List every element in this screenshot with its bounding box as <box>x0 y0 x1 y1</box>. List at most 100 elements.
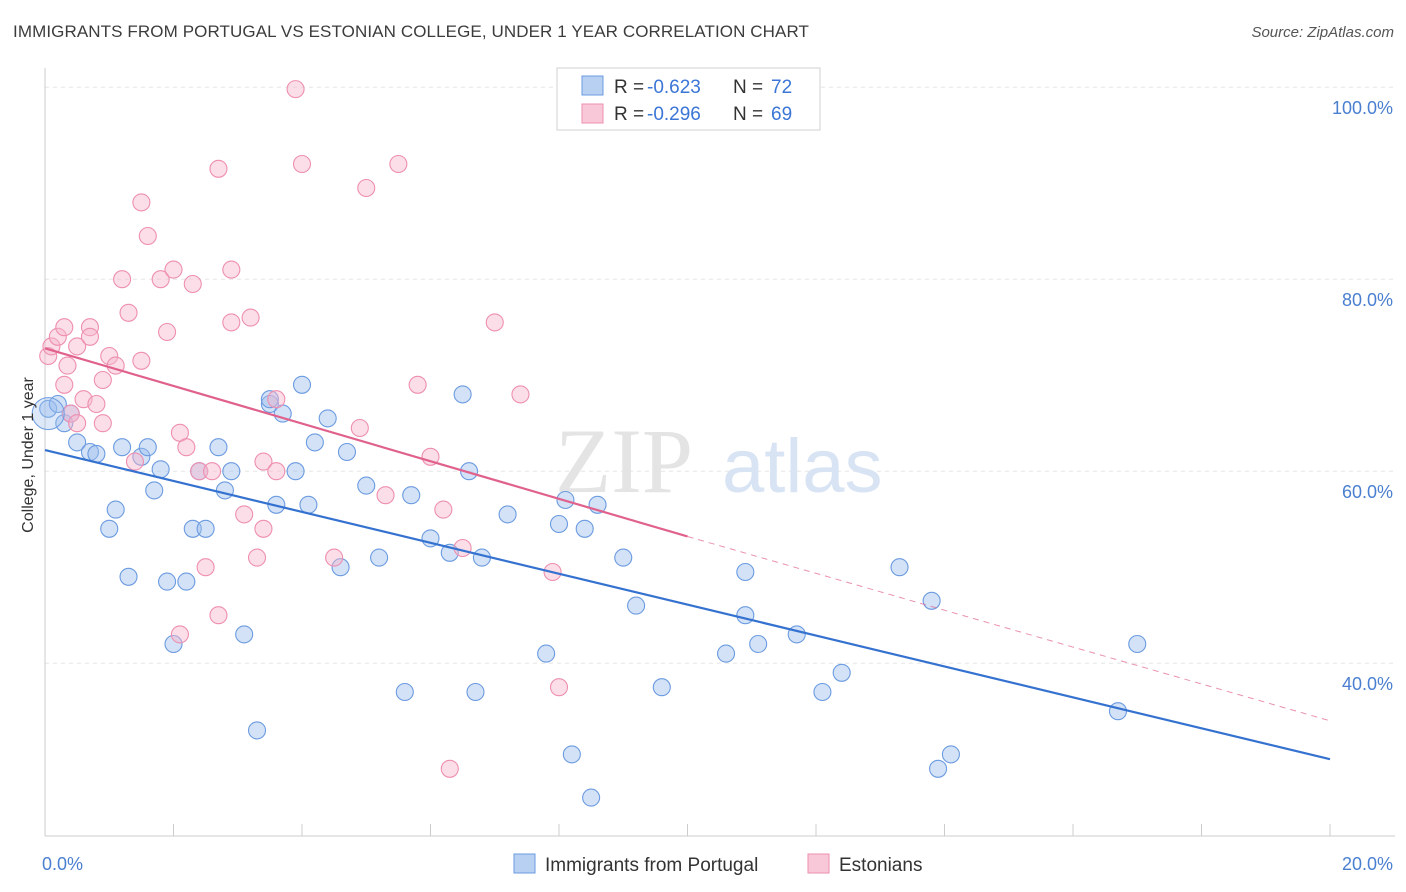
watermark-zip: ZIP <box>555 410 693 512</box>
point-s0-64 <box>832 663 851 682</box>
y-tick-label-0: 40.0% <box>1342 674 1393 694</box>
legend-r-value-portugal: -0.623 <box>647 77 701 98</box>
point-s0-52 <box>575 519 594 538</box>
point-s0-67 <box>929 759 948 778</box>
bottom-legend-swatch-portugal <box>513 853 536 874</box>
trend-line-1 <box>44 347 688 538</box>
point-s0-51 <box>562 745 581 764</box>
point-s1-4 <box>55 375 74 394</box>
point-s1-31 <box>196 558 215 577</box>
point-s0-15 <box>158 572 177 591</box>
y-tick-label-3: 100.0% <box>1332 98 1393 118</box>
point-s0-39 <box>395 682 414 702</box>
point-s0-70 <box>1128 634 1147 654</box>
point-s0-25 <box>247 721 267 740</box>
trend-line-0 <box>44 449 1331 761</box>
legend-n-value-estonians: 69 <box>771 104 792 125</box>
point-s1-23 <box>151 270 170 289</box>
point-s1-14 <box>93 414 112 433</box>
point-s1-21 <box>132 193 151 212</box>
bottom-legend: Immigrants from Portugal Estonians <box>513 853 922 876</box>
point-s1-30 <box>190 462 209 481</box>
point-s0-65 <box>890 558 909 577</box>
point-s1-35 <box>222 260 241 279</box>
point-s0-36 <box>337 442 357 462</box>
point-s1-47 <box>350 418 369 438</box>
point-s1-37 <box>235 505 254 524</box>
point-s1-20 <box>132 351 151 370</box>
point-s0-31 <box>292 375 312 394</box>
point-s1-43 <box>267 462 286 481</box>
point-s1-42 <box>267 390 286 409</box>
point-s0-20 <box>196 519 215 538</box>
point-s0-22 <box>215 481 234 500</box>
point-s0-61 <box>749 634 768 654</box>
point-s0-69 <box>1108 702 1128 721</box>
point-s0-44 <box>459 462 479 481</box>
point-s1-41 <box>254 519 273 538</box>
point-s0-40 <box>402 486 421 505</box>
bottom-legend-label-portugal: Immigrants from Portugal <box>545 855 758 876</box>
point-s0-55 <box>614 548 633 567</box>
point-s0-30 <box>286 462 305 481</box>
watermark-atlas: atlas <box>722 424 883 509</box>
point-s0-32 <box>299 495 318 514</box>
point-s0-60 <box>736 606 755 625</box>
point-s0-57 <box>652 678 671 697</box>
point-s1-53 <box>434 500 453 519</box>
point-s0-66 <box>922 591 941 610</box>
point-s1-34 <box>209 159 228 178</box>
point-s0-45 <box>466 682 485 702</box>
x-tick-label-1: 20.0% <box>1342 854 1393 874</box>
point-s1-29 <box>183 274 202 294</box>
point-s1-32 <box>203 462 222 481</box>
point-s1-46 <box>325 548 344 567</box>
axes <box>44 68 1395 837</box>
point-s0-4 <box>68 433 87 452</box>
point-s0-27 <box>260 390 279 409</box>
point-s1-28 <box>177 438 196 457</box>
point-s1-27 <box>170 625 189 644</box>
point-s1-33 <box>209 606 228 625</box>
point-s0-47 <box>498 505 517 524</box>
point-s1-24 <box>158 322 177 342</box>
point-s1-8 <box>68 414 87 433</box>
point-s1-10 <box>80 318 100 337</box>
point-s1-38 <box>241 308 260 327</box>
point-cluster-portugal <box>31 397 65 431</box>
point-s1-57 <box>511 385 530 404</box>
point-s1-22 <box>138 226 157 246</box>
point-s1-56 <box>485 313 504 332</box>
point-s1-17 <box>113 270 132 289</box>
point-s0-18 <box>183 519 202 538</box>
point-s0-14 <box>151 460 170 479</box>
point-s0-38 <box>370 548 389 567</box>
trend-line-ext-1 <box>687 535 1331 722</box>
legend-n-label-estonians: N = <box>733 104 763 125</box>
point-s1-51 <box>408 375 427 394</box>
point-s1-49 <box>376 486 395 505</box>
data-points <box>31 80 1147 807</box>
point-s1-18 <box>119 303 138 322</box>
point-s1-44 <box>286 80 305 99</box>
point-s1-50 <box>389 154 408 174</box>
point-s0-68 <box>941 745 960 764</box>
point-s1-25 <box>164 260 183 279</box>
point-s0-58 <box>716 644 736 663</box>
point-s1-59 <box>549 678 569 697</box>
point-s1-19 <box>125 452 144 471</box>
source-label: Source: ZipAtlas.com <box>1251 24 1394 41</box>
point-s0-59 <box>736 562 755 582</box>
point-s1-13 <box>93 370 112 390</box>
point-s1-6 <box>61 404 80 423</box>
point-s1-40 <box>254 452 273 471</box>
point-s1-15 <box>100 346 119 366</box>
point-s0-10 <box>119 567 138 586</box>
point-s1-3 <box>55 318 74 337</box>
point-s0-9 <box>113 438 132 457</box>
grid-lines <box>45 86 1395 664</box>
point-s0-53 <box>582 788 601 807</box>
point-s0-48 <box>537 644 556 663</box>
watermark: ZIP atlas <box>555 410 883 512</box>
